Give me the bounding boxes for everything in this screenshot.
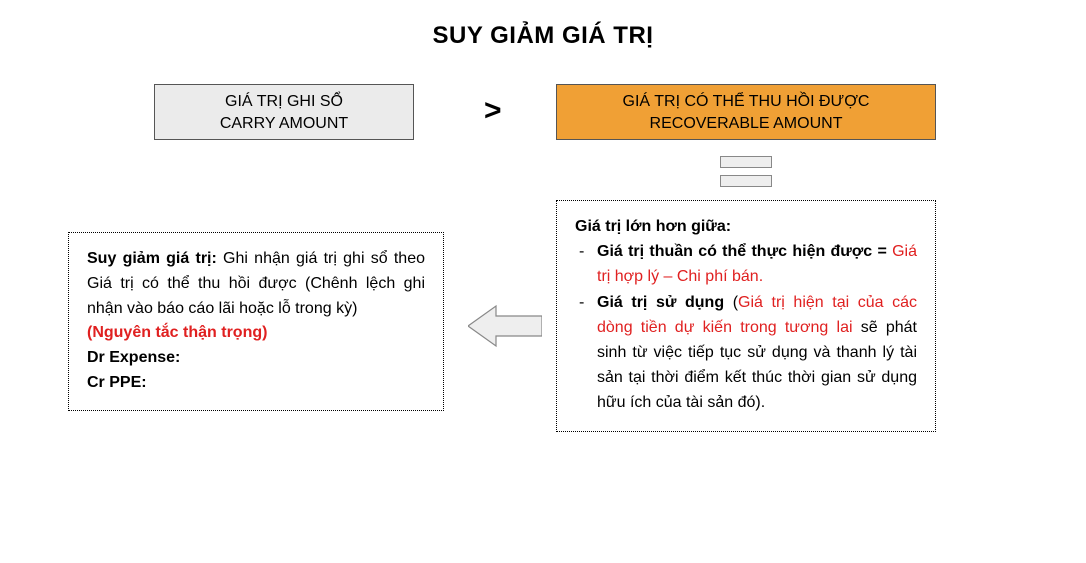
recoverable-definition-box: Giá trị lớn hơn giữa: Giá trị thuần có t… [556,200,936,432]
cr-ppe: Cr PPE: [87,371,425,396]
equals-bar-bottom [720,175,772,187]
right-item-nrv: Giá trị thuần có thể thực hiện được = Gi… [597,240,917,290]
impairment-lead: Suy giảm giá trị: Ghi nhận giá trị ghi s… [87,247,425,321]
recover-line1: GIÁ TRỊ CÓ THỂ THU HỒI ĐƯỢC [557,91,935,113]
lead-bold: Suy giảm giá trị: [87,250,217,267]
greater-than-symbol: > [484,94,502,128]
prudence-principle: (Nguyên tắc thận trọng) [87,321,425,346]
recoverable-amount-box: GIÁ TRỊ CÓ THỂ THU HỒI ĐƯỢC RECOVERABLE … [556,84,936,140]
left-arrow-icon [468,304,542,348]
equals-symbol [720,156,772,194]
equals-bar-top [720,156,772,168]
carry-amount-box: GIÁ TRỊ GHI SỔ CARRY AMOUNT [154,84,414,140]
carry-line2: CARRY AMOUNT [155,113,413,135]
carry-line1: GIÁ TRỊ GHI SỔ [155,91,413,113]
recover-line2: RECOVERABLE AMOUNT [557,113,935,135]
impairment-entry-box: Suy giảm giá trị: Ghi nhận giá trị ghi s… [68,232,444,411]
right-item-value-in-use: Giá trị sử dụng (Giá trị hiện tại của cá… [597,291,917,415]
viu-open: ( [724,294,738,311]
page-title: SUY GIẢM GIÁ TRỊ [0,22,1086,50]
viu-bold: Giá trị sử dụng [597,294,724,311]
nrv-bold: Giá trị thuần có thể thực hiện được = [597,243,887,260]
right-heading: Giá trị lớn hơn giữa: [575,215,917,240]
dr-expense: Dr Expense: [87,346,425,371]
